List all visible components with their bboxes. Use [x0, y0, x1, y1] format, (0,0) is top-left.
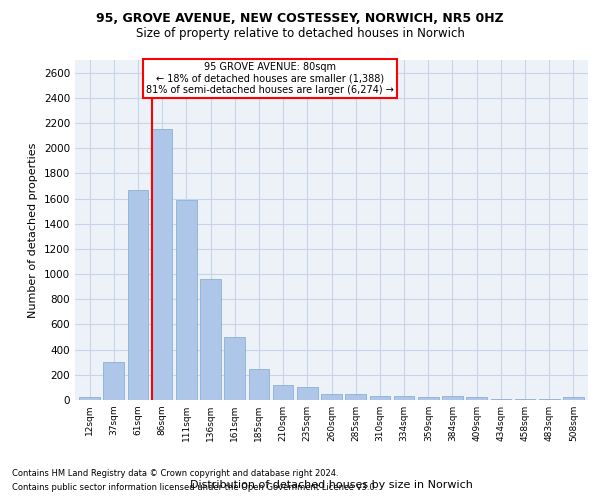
- Bar: [176, 200, 197, 400]
- Bar: [297, 388, 317, 400]
- Bar: [321, 394, 342, 400]
- Text: 95 GROVE AVENUE: 80sqm
← 18% of detached houses are smaller (1,388)
81% of semi-: 95 GROVE AVENUE: 80sqm ← 18% of detached…: [146, 62, 394, 95]
- Bar: [200, 279, 221, 400]
- Bar: [224, 337, 245, 400]
- Bar: [346, 394, 366, 400]
- Bar: [394, 396, 415, 400]
- Bar: [563, 397, 584, 400]
- X-axis label: Distribution of detached houses by size in Norwich: Distribution of detached houses by size …: [190, 480, 473, 490]
- Bar: [370, 396, 390, 400]
- Bar: [466, 398, 487, 400]
- Bar: [442, 396, 463, 400]
- Bar: [152, 130, 172, 400]
- Text: Contains HM Land Registry data © Crown copyright and database right 2024.: Contains HM Land Registry data © Crown c…: [12, 468, 338, 477]
- Bar: [103, 362, 124, 400]
- Bar: [418, 398, 439, 400]
- Text: 95, GROVE AVENUE, NEW COSTESSEY, NORWICH, NR5 0HZ: 95, GROVE AVENUE, NEW COSTESSEY, NORWICH…: [96, 12, 504, 26]
- Bar: [273, 385, 293, 400]
- Text: Contains public sector information licensed under the Open Government Licence v3: Contains public sector information licen…: [12, 484, 377, 492]
- Bar: [79, 397, 100, 400]
- Bar: [248, 368, 269, 400]
- Text: Size of property relative to detached houses in Norwich: Size of property relative to detached ho…: [136, 28, 464, 40]
- Y-axis label: Number of detached properties: Number of detached properties: [28, 142, 38, 318]
- Bar: [128, 190, 148, 400]
